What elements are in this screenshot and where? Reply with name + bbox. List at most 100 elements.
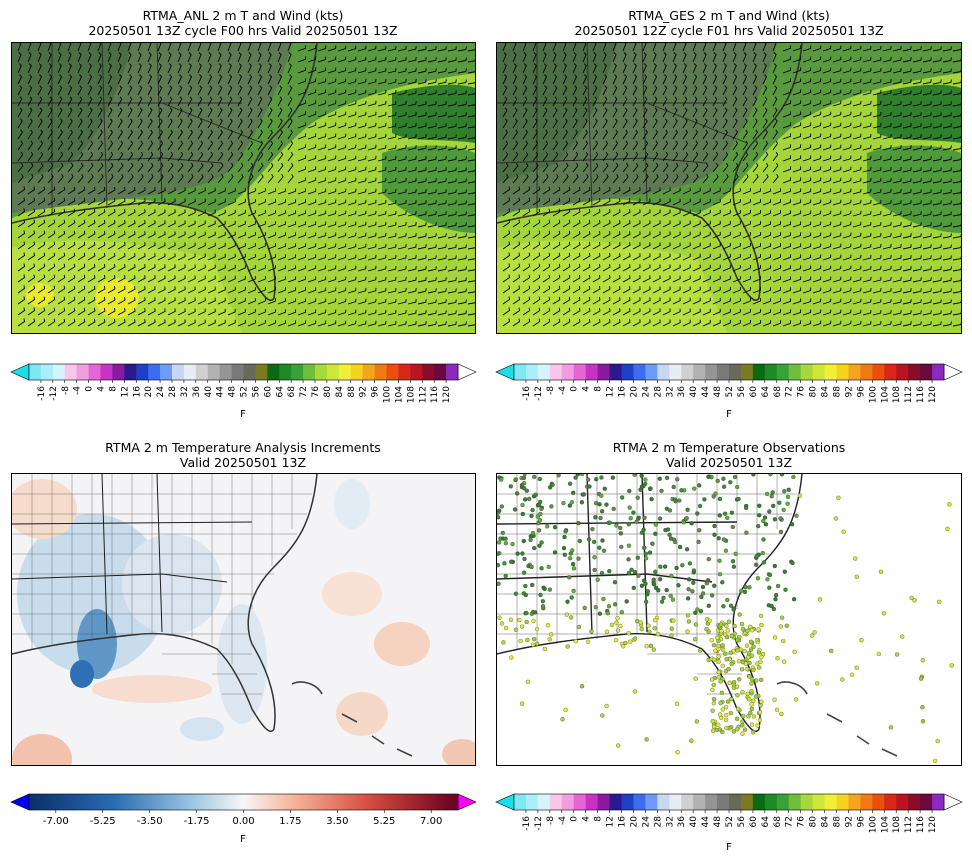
wind-barb [792,199,802,206]
observation-marker [745,628,750,634]
wind-barb [437,178,447,184]
wind-barb [337,166,347,173]
observation-marker [782,489,787,494]
observation-marker [797,493,803,498]
wind-barb [67,197,76,206]
wind-barb [117,253,126,261]
wind-barb [862,177,872,184]
wind-barb [572,208,581,217]
wind-barb [732,63,737,74]
wind-barb [277,140,284,151]
wind-barb [892,112,902,118]
observation-marker [647,550,653,555]
wind-barb [37,197,46,206]
wind-barb [902,156,912,162]
wind-barb [502,197,511,206]
observation-marker [758,613,764,619]
wind-barb [247,308,256,316]
observation-marker [528,537,533,543]
wind-barb [227,118,233,129]
wind-barb [812,155,822,162]
observation-marker [722,632,728,637]
wind-barb [347,188,357,195]
wind-barb [942,57,952,63]
wind-barb [227,129,233,140]
observation-marker [537,518,543,523]
wind-barb [812,89,822,96]
wind-barb [387,67,397,74]
wind-barb [67,318,76,327]
observation-marker [524,619,529,625]
wind-barb [377,133,387,140]
observation-marker [615,616,620,621]
wind-barb [117,85,123,96]
wind-barb [367,188,377,195]
wind-barb [952,222,961,228]
wind-barb [822,144,832,151]
wind-barb [467,170,475,173]
wind-barb [532,274,541,283]
observation-marker [531,618,536,624]
wind-barb [952,134,961,140]
observation-marker [590,526,595,532]
wind-barb [952,244,961,250]
wind-barb [157,173,164,184]
wind-barb [692,253,701,261]
wind-barb [257,199,266,206]
wind-barb [552,274,561,283]
observation-marker [550,482,555,488]
observation-marker [532,474,537,480]
wind-barb [427,255,437,261]
wind-barb [852,111,862,118]
wind-barb [862,210,872,217]
observation-marker [737,634,742,640]
colorbar-swatch [657,364,670,380]
wind-barb [27,197,36,206]
wind-barb [417,222,427,228]
wind-barb [752,96,758,107]
map-canvas [12,43,475,333]
wind-barb [177,275,186,283]
wind-barb [572,129,578,140]
wind-barb [367,155,377,162]
observation-marker [521,475,527,481]
wind-barb [862,45,872,52]
wind-barb [872,287,882,294]
wind-barb [812,78,822,85]
observation-marker [635,495,640,500]
wind-barb [932,277,942,283]
wind-barb [107,96,113,107]
observation-marker [749,689,754,694]
colorbar-under-arrow [495,793,515,811]
wind-barb [187,187,196,195]
observation-marker [547,637,552,642]
wind-barb [552,296,561,305]
wind-barb [502,307,511,316]
wind-barb [377,100,387,107]
wind-barb [17,85,23,96]
wind-barb [512,285,521,294]
wind-barb [862,276,872,283]
wind-barb [67,296,76,305]
wind-barb [447,244,457,250]
wind-barb [632,52,637,63]
colorbar-swatch [764,364,778,380]
wind-barb [782,276,792,283]
wind-barb [922,123,932,129]
wind-barb [347,133,357,140]
wind-barb [227,198,236,206]
wind-barb [157,63,162,74]
colorbar-tick-label: 24 [641,816,651,828]
colorbar-over-arrow [943,793,963,811]
wind-barb [812,56,822,63]
wind-barb [682,129,688,140]
wind-barb [457,222,467,228]
observation-marker [731,607,736,612]
observation-marker [759,699,764,704]
wind-barb [622,220,631,228]
observation-marker [695,511,700,516]
wind-barb [157,85,163,96]
wind-barb [522,219,531,228]
observation-marker [687,561,693,566]
colorbar-over-arrow [457,363,477,381]
